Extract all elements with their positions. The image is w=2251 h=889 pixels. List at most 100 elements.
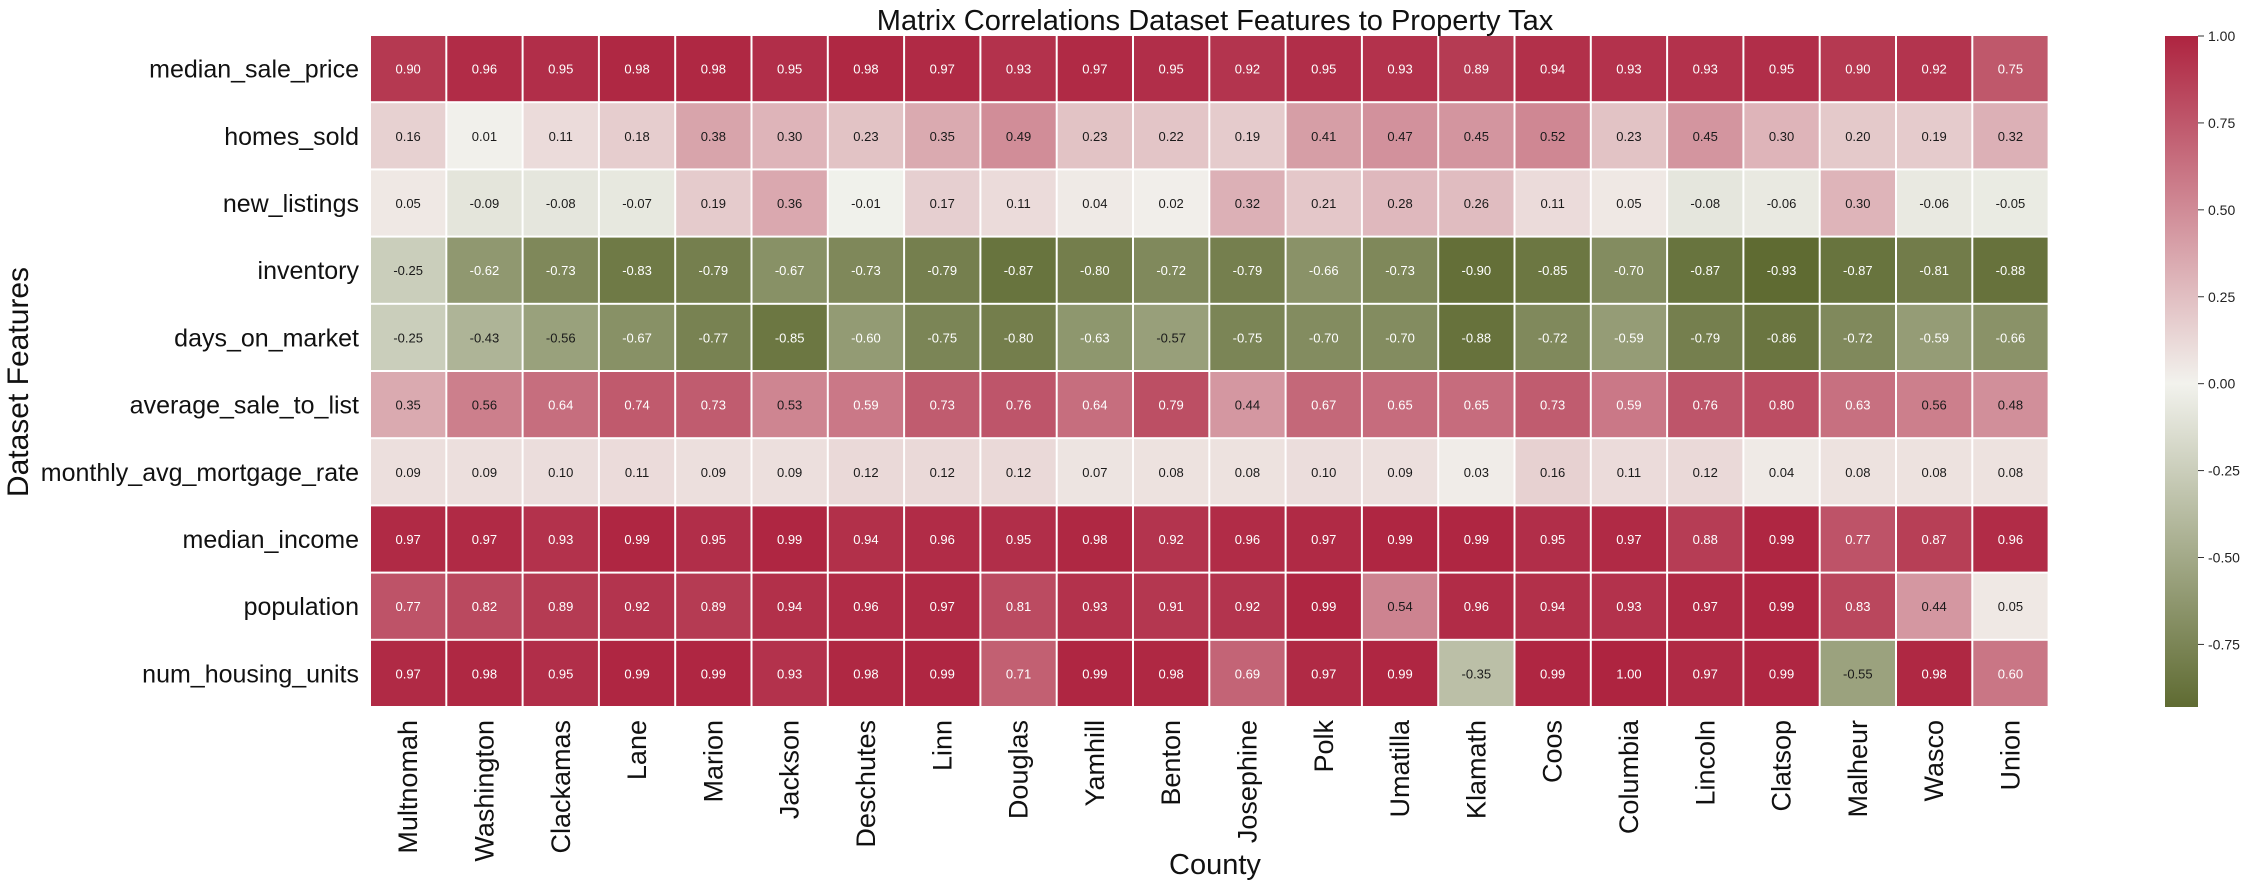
cell-value-label: 0.80	[1769, 398, 1794, 413]
heatmap-cell	[752, 640, 827, 706]
x-axis-label: County	[1169, 849, 1261, 881]
cell-value-label: -0.88	[1462, 330, 1492, 345]
cell-value-label: 0.89	[548, 599, 573, 614]
heatmap-cell	[1362, 640, 1438, 706]
cell-value-label: 0.08	[1998, 465, 2023, 480]
row-labels: median_sale_price homes_sold new_listingsi…	[41, 56, 360, 689]
heatmap-cell	[1820, 36, 1895, 102]
heatmap-cell	[1057, 103, 1132, 169]
cell-value-label: 0.04	[1082, 196, 1107, 211]
cell-value-label: -0.79	[927, 263, 957, 278]
heatmap-cell	[1362, 372, 1438, 438]
cell-value-label: -0.60	[851, 330, 881, 345]
heatmap-cell	[1973, 372, 2048, 438]
heatmap-cell	[905, 573, 980, 639]
heatmap-cell	[1820, 372, 1895, 438]
heatmap-cell	[1744, 439, 1819, 505]
cell-value-label: 0.99	[1769, 599, 1794, 614]
heatmap-cell	[447, 372, 522, 438]
cell-value-label: 0.10	[1311, 465, 1336, 480]
heatmap-cell	[1134, 506, 1209, 572]
cell-value-label: 0.19	[1921, 129, 1946, 144]
cell-value-label: 0.97	[395, 666, 420, 681]
heatmap-cell	[752, 372, 827, 438]
heatmap-cell	[905, 304, 980, 370]
heatmap-cell	[676, 170, 751, 236]
cell-value-label: 0.98	[624, 62, 649, 77]
cell-value-label: 0.12	[853, 465, 878, 480]
heatmap-cell	[1820, 170, 1895, 236]
cell-value-label: 0.99	[624, 666, 649, 681]
heatmap-cell	[447, 304, 522, 370]
heatmap-cell	[1973, 103, 2048, 169]
heatmap-cell	[1286, 573, 1361, 639]
cell-value-label: -0.70	[1309, 330, 1339, 345]
heatmap-cell	[1210, 103, 1285, 169]
cell-value-label: -0.43	[470, 330, 500, 345]
cell-value-label: 0.73	[1540, 398, 1565, 413]
heatmap-cell	[676, 372, 751, 438]
cell-value-label: 0.91	[1158, 599, 1183, 614]
heatmap-cell	[1286, 304, 1361, 370]
cell-value-label: -0.87	[1843, 263, 1873, 278]
column-label: Deschutes	[851, 720, 881, 848]
row-label: average_sale_to_list	[130, 392, 359, 420]
cell-value-label: 0.97	[1311, 532, 1336, 547]
heatmap-cell	[905, 372, 980, 438]
heatmap-cell	[1973, 506, 2048, 572]
heatmap-cell	[981, 573, 1056, 639]
heatmap-cell	[1973, 36, 2048, 102]
cell-value-label: 0.90	[395, 62, 420, 77]
heatmap-cell	[599, 170, 675, 236]
cell-value-label: 0.12	[1006, 465, 1031, 480]
heatmap-cell	[1515, 506, 1590, 572]
cell-value-label: 0.32	[1235, 196, 1260, 211]
cell-value-label: 0.73	[930, 398, 955, 413]
heatmap-cell	[905, 506, 980, 572]
cell-value-label: -0.73	[1385, 263, 1415, 278]
cell-value-label: 0.99	[1387, 532, 1412, 547]
heatmap-cell	[828, 372, 904, 438]
cell-value-label: 0.97	[930, 599, 955, 614]
heatmap-cell	[1134, 36, 1209, 102]
heatmap-cell	[1057, 237, 1132, 303]
cell-value-label: 0.69	[1235, 666, 1260, 681]
column-label: Coos	[1538, 720, 1568, 783]
column-label: Jackson	[775, 720, 805, 819]
cell-value-label: -0.93	[1767, 263, 1797, 278]
cell-value-label: 0.09	[1387, 465, 1412, 480]
cell-value-label: 0.98	[472, 666, 497, 681]
cell-value-label: 0.63	[1845, 398, 1870, 413]
cell-value-label: 0.02	[1158, 196, 1183, 211]
heatmap-cell	[599, 304, 675, 370]
heatmap-cell	[1897, 506, 1972, 572]
heatmap-cell	[371, 170, 446, 236]
heatmap-cell	[1210, 237, 1285, 303]
row-label: median_income	[183, 526, 360, 554]
heatmap-cell	[828, 170, 904, 236]
row-label: population	[244, 593, 359, 621]
cell-value-label: 0.11	[625, 465, 649, 480]
column-label: Malheur	[1843, 720, 1873, 818]
y-axis-label: Dataset Features	[2, 267, 35, 497]
cell-value-label: 0.76	[1006, 398, 1031, 413]
cell-value-label: 0.95	[1158, 62, 1183, 77]
cell-value-label: -0.79	[699, 263, 729, 278]
heatmap-cell	[1668, 506, 1743, 572]
heatmap-cell	[1286, 237, 1361, 303]
heatmap-cell	[981, 103, 1056, 169]
cell-value-label: 0.99	[1464, 532, 1489, 547]
cell-value-label: 0.67	[1311, 398, 1336, 413]
cell-value-label: 0.07	[1082, 465, 1107, 480]
row-label: median_sale_price	[149, 56, 359, 84]
heatmap-cell	[1820, 573, 1895, 639]
column-label: Lincoln	[1690, 720, 1720, 806]
heatmap-cell	[1897, 36, 1972, 102]
colorbar-tick-label: 1.00	[2208, 28, 2235, 44]
heatmap-cell	[1286, 439, 1361, 505]
cell-value-label: 0.98	[853, 666, 878, 681]
cell-value-label: 0.08	[1845, 465, 1870, 480]
cell-value-label: 0.01	[472, 129, 497, 144]
cell-value-label: 0.99	[1769, 666, 1794, 681]
heatmap-cell	[1591, 439, 1667, 505]
